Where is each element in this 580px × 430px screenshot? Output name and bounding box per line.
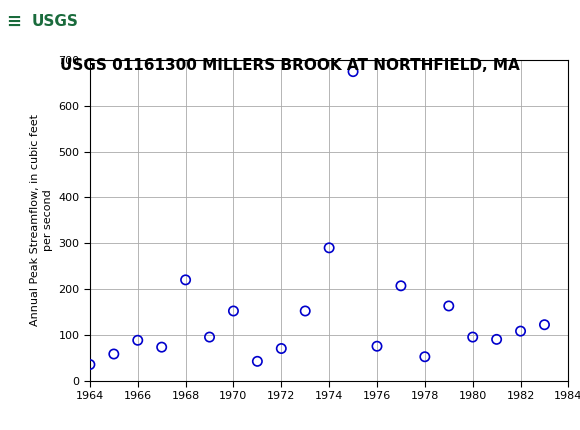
Text: ≡: ≡ (6, 12, 21, 31)
Point (349, 68, 358, 75)
Text: USGS: USGS (32, 14, 79, 29)
Point (181, 276, 190, 283)
Point (85, 361, 95, 368)
Point (396, 283, 405, 289)
Y-axis label: Annual Peak Streamflow, in cubic feet
per second: Annual Peak Streamflow, in cubic feet pe… (30, 114, 53, 326)
Point (372, 343, 382, 350)
Point (468, 334, 477, 341)
Point (253, 358, 262, 365)
Point (277, 345, 286, 352)
Point (492, 336, 501, 343)
Point (300, 307, 310, 314)
Point (229, 307, 238, 314)
Point (157, 344, 166, 350)
Point (205, 334, 214, 341)
Text: USGS 01161300 MILLERS BROOK AT NORTHFIELD, MA: USGS 01161300 MILLERS BROOK AT NORTHFIEL… (60, 58, 520, 73)
Point (516, 328, 525, 335)
Point (133, 337, 143, 344)
Point (420, 353, 429, 360)
Point (540, 321, 549, 328)
Point (109, 350, 118, 357)
Point (444, 303, 454, 310)
FancyBboxPatch shape (3, 3, 93, 42)
Point (325, 244, 334, 251)
